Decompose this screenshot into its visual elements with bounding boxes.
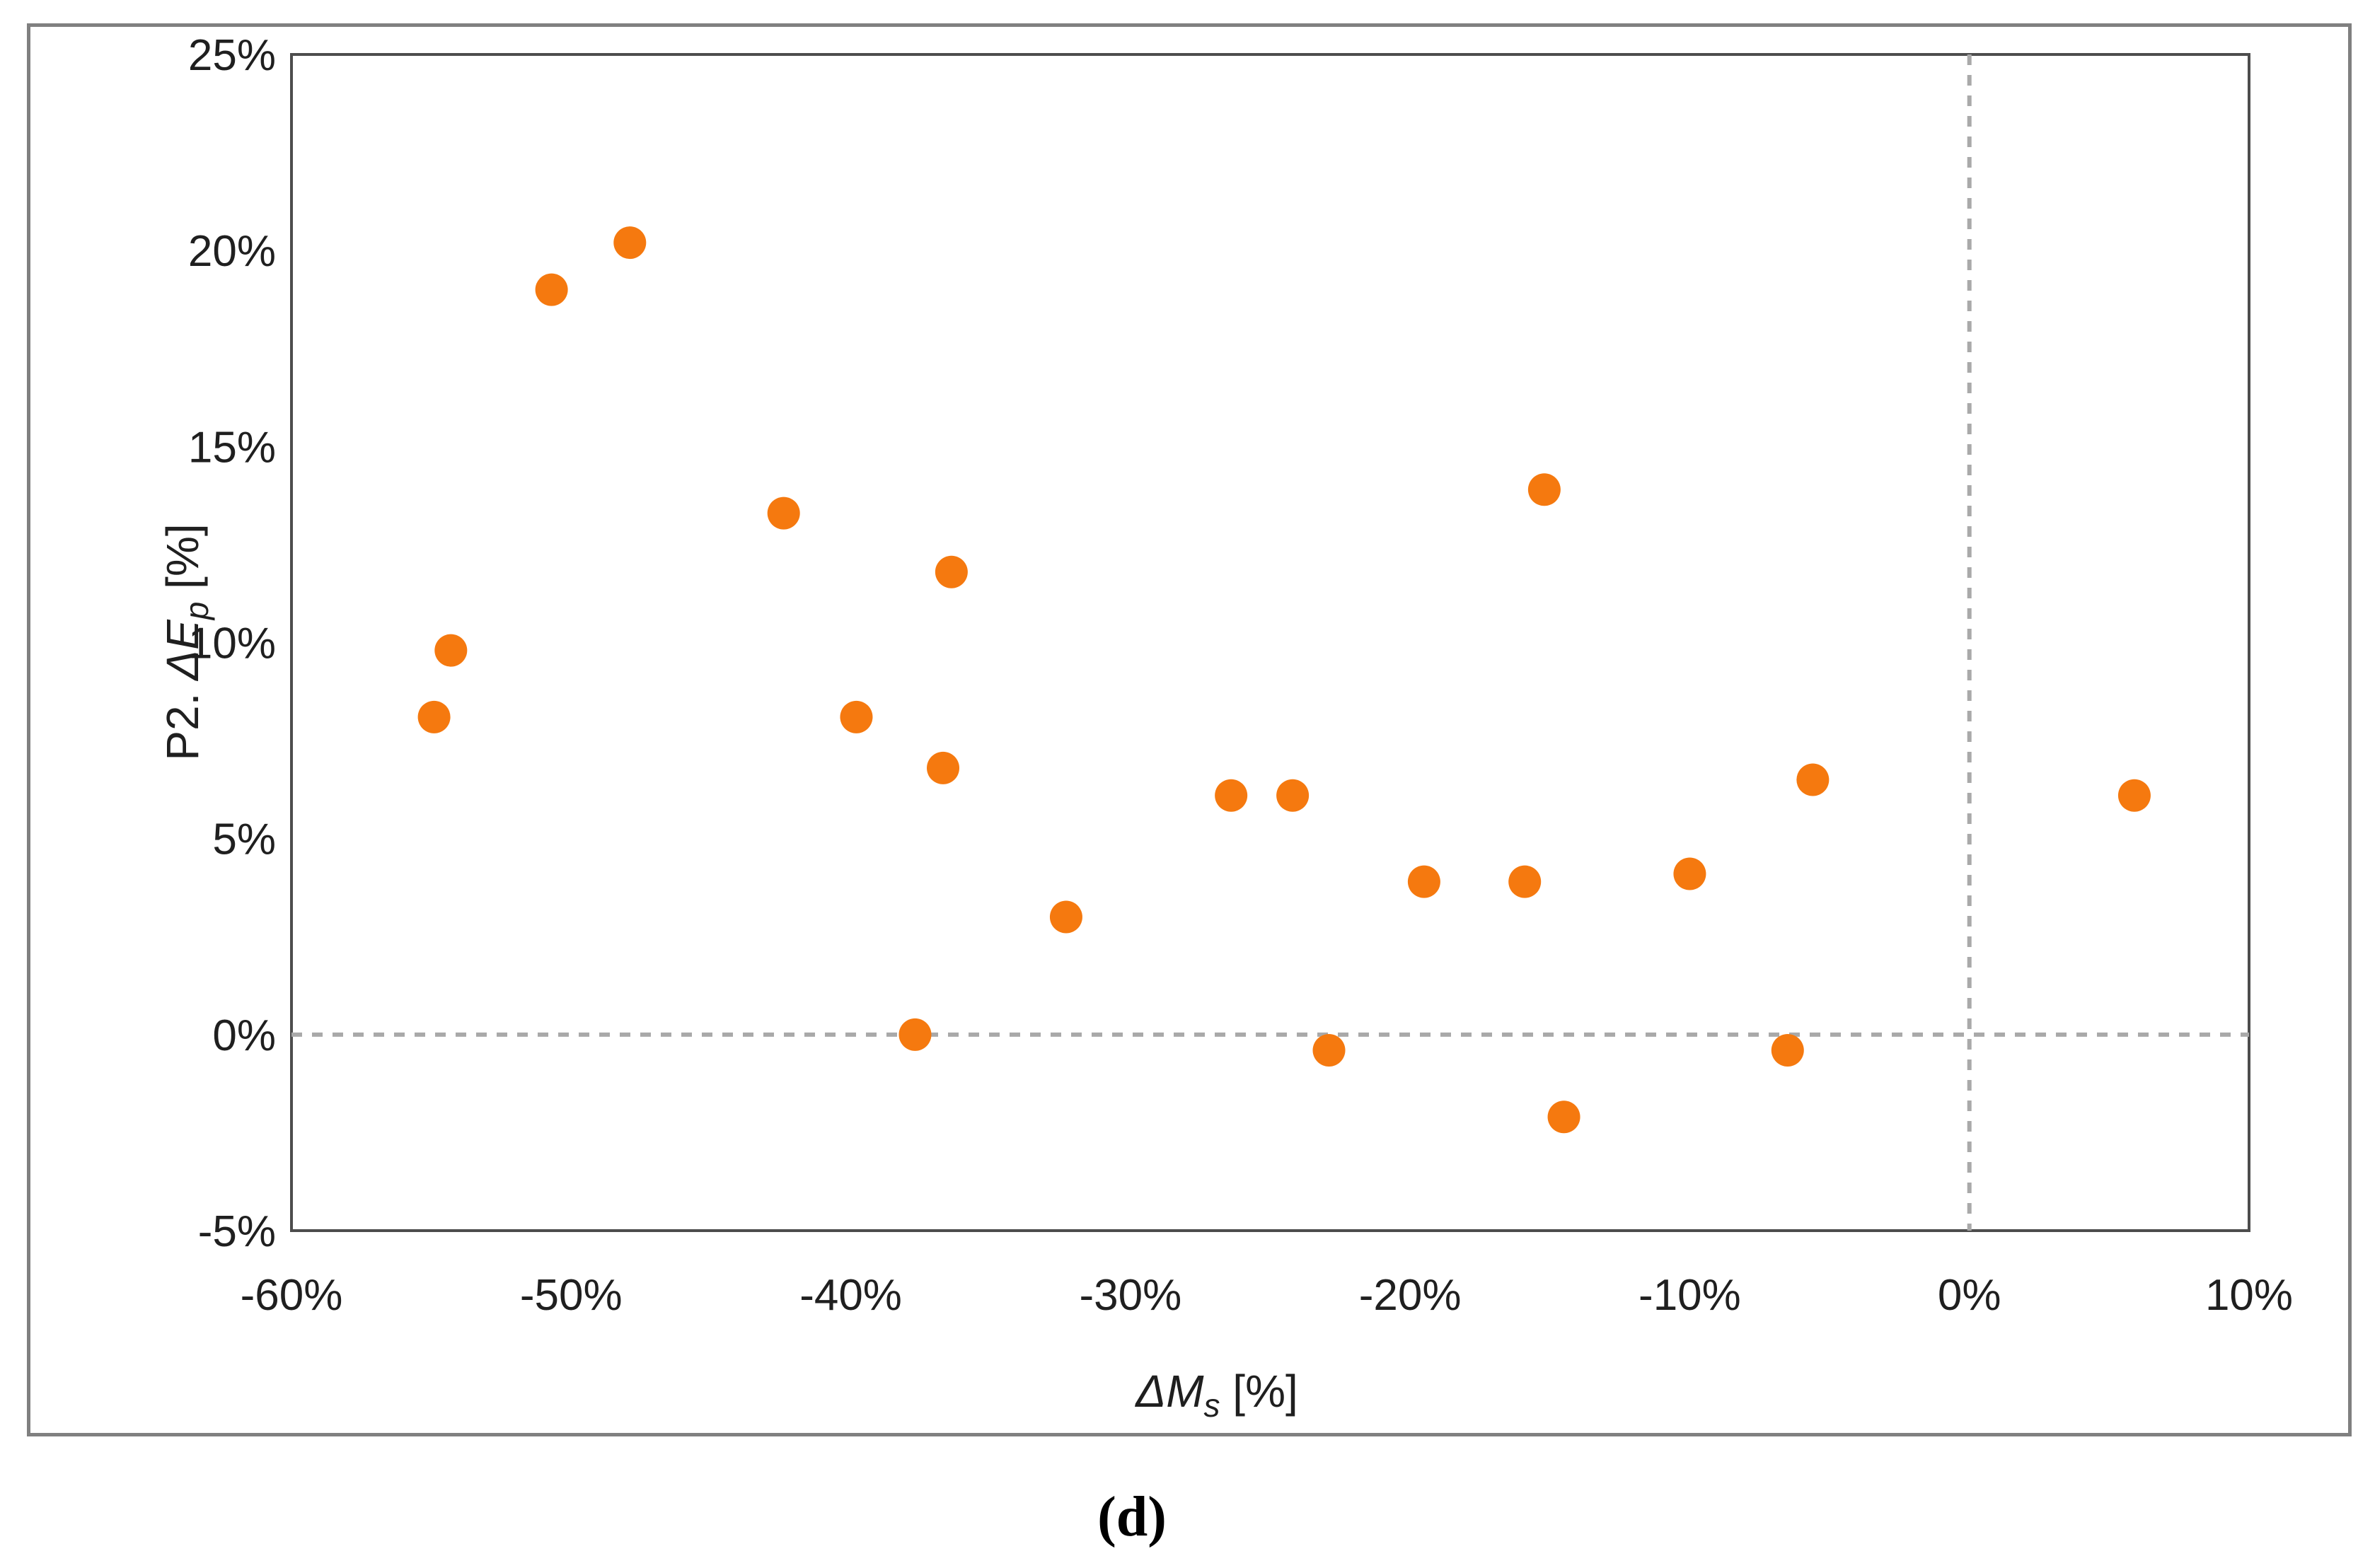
- y-tick-label: 0%: [212, 1011, 276, 1060]
- y-axis-title: P2. ΔEp [%]: [156, 523, 215, 761]
- data-point: [840, 700, 873, 733]
- x-tick-label: -60%: [241, 1271, 343, 1320]
- y-tick-label: 5%: [212, 815, 276, 864]
- data-point: [935, 555, 968, 588]
- y-tick-label: 10%: [188, 620, 276, 668]
- x-axis-title: ΔMs [%]: [1135, 1365, 1298, 1422]
- plot-frame: [290, 53, 2250, 1232]
- data-point: [1049, 900, 1082, 934]
- data-point: [1312, 1034, 1346, 1067]
- data-point: [1215, 779, 1248, 812]
- data-point: [927, 751, 960, 784]
- x-tick-label: -40%: [799, 1271, 902, 1320]
- data-point: [1796, 763, 1830, 796]
- y-tick-label: 15%: [188, 423, 276, 472]
- x-axis-title-suffix: [%]: [1220, 1366, 1298, 1417]
- data-point: [1771, 1034, 1804, 1067]
- y-tick-label: -5%: [198, 1207, 276, 1256]
- data-point: [1407, 865, 1440, 898]
- y-axis-title-symbol: ΔE: [157, 620, 208, 680]
- y-axis-title-subscript: p: [178, 601, 215, 620]
- x-tick-label: 0%: [1938, 1271, 2001, 1320]
- data-point: [2117, 779, 2151, 812]
- x-axis-title-symbol: ΔM: [1135, 1366, 1204, 1417]
- y-tick-label: 20%: [188, 227, 276, 276]
- data-point: [1673, 857, 1706, 890]
- x-tick-label: -50%: [520, 1271, 623, 1320]
- figure-border: [27, 23, 2352, 1436]
- y-tick-label: 25%: [188, 31, 276, 80]
- x-tick-label: 10%: [2205, 1271, 2293, 1320]
- x-tick-label: -30%: [1079, 1271, 1181, 1320]
- x-tick-label: -20%: [1359, 1271, 1462, 1320]
- subfigure-caption: (d): [1097, 1486, 1167, 1548]
- data-point: [767, 496, 800, 530]
- data-point: [613, 226, 647, 260]
- x-axis-title-subscript: s: [1203, 1386, 1220, 1424]
- y-axis-title-suffix: [%]: [157, 523, 208, 602]
- data-point: [1508, 865, 1542, 898]
- data-point: [1527, 473, 1561, 506]
- data-point: [434, 634, 468, 667]
- data-point: [898, 1018, 932, 1051]
- x-tick-label: -10%: [1639, 1271, 1741, 1320]
- y-axis-title-prefix: P2.: [157, 680, 208, 761]
- data-point: [1547, 1100, 1580, 1134]
- data-point: [417, 700, 451, 733]
- data-point: [1276, 779, 1310, 812]
- data-point: [535, 273, 568, 306]
